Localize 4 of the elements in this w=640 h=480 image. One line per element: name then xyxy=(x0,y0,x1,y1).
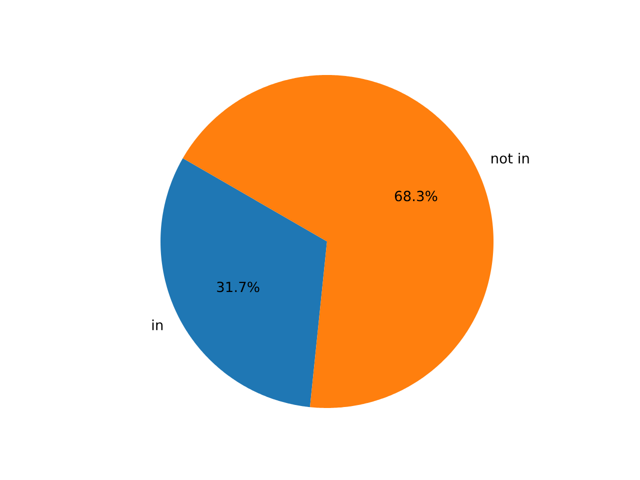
slice-label: in xyxy=(152,320,163,330)
data-label: 68.3% xyxy=(394,190,438,202)
data-label: 31.7% xyxy=(217,282,260,292)
slice-label: not in xyxy=(492,152,529,164)
